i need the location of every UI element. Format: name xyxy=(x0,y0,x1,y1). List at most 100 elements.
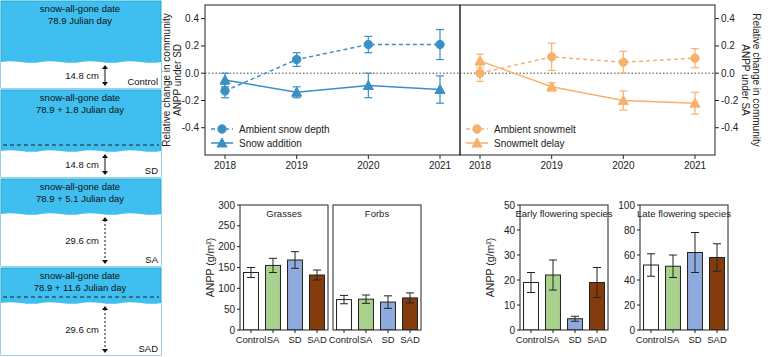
marker-circle xyxy=(218,125,226,133)
error-stem xyxy=(717,244,718,272)
error-cap xyxy=(527,272,535,273)
y-tick xyxy=(201,127,205,128)
error-cap xyxy=(291,251,299,252)
treatment-label: SD xyxy=(145,165,158,176)
plot-area xyxy=(337,293,418,330)
panel-background xyxy=(1,90,161,177)
bar xyxy=(359,299,374,330)
error-cap xyxy=(364,73,372,74)
marker-triangle xyxy=(292,87,302,96)
x-tick-label: SAD xyxy=(587,334,607,345)
panel-background xyxy=(1,268,161,355)
error-cap xyxy=(436,103,444,104)
y-tick xyxy=(201,73,205,74)
error-bar xyxy=(291,252,299,269)
marker-circle xyxy=(473,125,481,133)
y-tick xyxy=(637,330,640,331)
error-bar xyxy=(669,255,677,278)
arrow-head xyxy=(102,171,108,175)
marker-circle xyxy=(221,87,229,95)
error-cap xyxy=(593,267,601,268)
error-stem xyxy=(651,254,652,277)
schematic-panel: snow-all-gone date78.9 Julian day14.8 cm… xyxy=(1,1,161,88)
error-cap xyxy=(548,43,556,44)
y-tick-label: 0 xyxy=(629,325,635,336)
legend: Ambient snow depthSnow addition xyxy=(211,124,330,149)
error-bar xyxy=(384,296,392,309)
panel-date: 78.9 + 1.8 Julian day xyxy=(36,104,124,115)
plot-frame xyxy=(520,205,608,330)
x-tick-label: 2021 xyxy=(684,160,707,171)
y-tick-label: 30 xyxy=(504,250,516,261)
arrow-head xyxy=(102,154,108,158)
error-cap xyxy=(291,268,299,269)
chart-title: Forbs xyxy=(365,208,390,219)
legend-label: Snow addition xyxy=(239,138,302,149)
y-tick xyxy=(637,230,640,231)
error-cap xyxy=(691,113,699,114)
error-bar xyxy=(313,270,321,280)
axis-label-line: ANPP under SD xyxy=(172,44,183,116)
error-bar xyxy=(571,316,579,321)
marker-triangle xyxy=(690,98,700,107)
snow-layer xyxy=(1,213,161,266)
y-tick xyxy=(517,255,520,256)
plot-frame xyxy=(460,5,715,155)
y-tick-label: -0.4 xyxy=(182,122,200,133)
arrow-head xyxy=(102,65,108,69)
error-cap xyxy=(476,53,484,54)
marker-triangle xyxy=(547,82,557,91)
error-cap xyxy=(619,73,627,74)
y-tick xyxy=(637,305,640,306)
y-tick xyxy=(237,205,240,206)
x-tick-label: SD xyxy=(381,334,394,345)
error-cap xyxy=(713,243,721,244)
y-tick xyxy=(517,205,520,206)
marker-circle xyxy=(476,69,484,77)
x-tick-label: SAD xyxy=(307,334,327,345)
y-tick xyxy=(237,288,240,289)
schematic-panel: snow-all-gone date78.9 + 5.1 Julian day2… xyxy=(1,179,161,266)
x-tick-label: SA xyxy=(267,334,280,345)
marker-triangle xyxy=(217,138,227,147)
panel-background xyxy=(1,1,161,88)
error-bar xyxy=(293,87,301,98)
error-stem xyxy=(344,295,345,303)
y-tick-label: 100 xyxy=(618,200,635,211)
error-cap xyxy=(691,232,699,233)
error-cap xyxy=(619,51,627,52)
error-bar xyxy=(691,49,699,68)
error-stem xyxy=(597,268,598,298)
error-stem xyxy=(673,255,674,278)
error-bar xyxy=(269,258,277,272)
depth-arrow xyxy=(105,68,106,83)
error-cap xyxy=(269,258,277,259)
y-tick-label: -0.2 xyxy=(721,95,739,106)
y-tick-label: 150 xyxy=(218,262,235,273)
series-line xyxy=(225,80,440,92)
y-tick-label: 40 xyxy=(504,225,516,236)
error-cap xyxy=(364,36,372,37)
legend-label: Ambient snowmelt xyxy=(494,124,576,135)
error-cap xyxy=(362,303,370,304)
y-tick xyxy=(201,100,205,101)
error-bar xyxy=(476,65,484,81)
bar-chart: ControlSASDSAD01020304050ANPP (g/m²)Earl… xyxy=(484,200,613,346)
error-bar xyxy=(364,73,372,98)
x-tick-label: SA xyxy=(667,334,680,345)
error-cap xyxy=(691,48,699,49)
axis-label-line: ANPP (g/m²) xyxy=(204,238,216,297)
error-stem xyxy=(295,252,296,269)
error-bar xyxy=(364,36,372,52)
error-bar xyxy=(691,233,699,273)
y-tick xyxy=(715,127,719,128)
y-tick xyxy=(637,205,640,206)
axis-label: ANPP (g/m²) xyxy=(484,238,496,297)
error-bar xyxy=(221,73,229,87)
arrow-head xyxy=(102,349,108,353)
error-bar xyxy=(619,91,627,110)
y-tick-label: 60 xyxy=(624,250,636,261)
arrow-head xyxy=(102,217,108,221)
y-tick-label: 0.4 xyxy=(185,13,199,24)
snowmelt-delay-line xyxy=(3,297,159,298)
